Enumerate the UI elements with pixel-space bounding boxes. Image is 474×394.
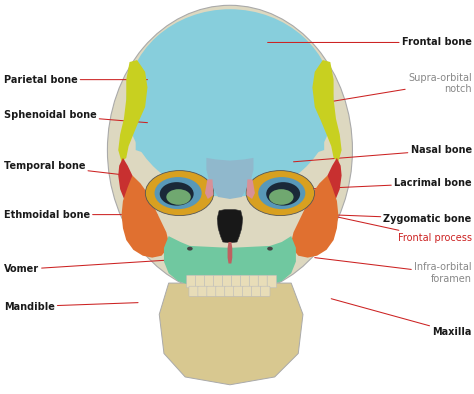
Text: Mandible: Mandible bbox=[4, 301, 138, 312]
FancyBboxPatch shape bbox=[222, 275, 232, 288]
FancyBboxPatch shape bbox=[234, 286, 243, 296]
FancyBboxPatch shape bbox=[249, 275, 259, 288]
Polygon shape bbox=[118, 158, 137, 207]
Ellipse shape bbox=[146, 171, 214, 216]
FancyBboxPatch shape bbox=[240, 275, 250, 288]
Text: Infra-orbital
foramen: Infra-orbital foramen bbox=[315, 258, 472, 284]
Polygon shape bbox=[118, 60, 147, 162]
Polygon shape bbox=[136, 136, 324, 166]
Ellipse shape bbox=[187, 247, 193, 251]
Text: Frontal bone: Frontal bone bbox=[268, 37, 472, 47]
FancyBboxPatch shape bbox=[225, 286, 234, 296]
Polygon shape bbox=[164, 236, 296, 287]
Text: Supra-orbital
notch: Supra-orbital notch bbox=[322, 73, 472, 103]
Polygon shape bbox=[159, 283, 303, 385]
Text: Parietal bone: Parietal bone bbox=[4, 74, 147, 85]
Ellipse shape bbox=[269, 189, 293, 205]
Polygon shape bbox=[228, 242, 232, 264]
FancyBboxPatch shape bbox=[196, 275, 205, 288]
Polygon shape bbox=[121, 175, 169, 258]
Text: Ethmoidal bone: Ethmoidal bone bbox=[4, 210, 157, 219]
Ellipse shape bbox=[266, 182, 300, 206]
Text: Vomer: Vomer bbox=[4, 260, 176, 274]
Polygon shape bbox=[323, 158, 342, 207]
FancyBboxPatch shape bbox=[231, 275, 241, 288]
FancyBboxPatch shape bbox=[189, 286, 198, 296]
Polygon shape bbox=[291, 175, 338, 258]
Text: Lacrimal bone: Lacrimal bone bbox=[303, 178, 472, 189]
Ellipse shape bbox=[160, 182, 194, 206]
Polygon shape bbox=[205, 179, 213, 199]
Ellipse shape bbox=[267, 247, 273, 251]
FancyBboxPatch shape bbox=[267, 275, 277, 288]
Text: Zygomatic bone: Zygomatic bone bbox=[327, 214, 472, 223]
FancyBboxPatch shape bbox=[258, 275, 268, 288]
FancyBboxPatch shape bbox=[216, 286, 225, 296]
FancyBboxPatch shape bbox=[187, 275, 196, 288]
FancyBboxPatch shape bbox=[207, 286, 216, 296]
FancyBboxPatch shape bbox=[243, 286, 252, 296]
Ellipse shape bbox=[108, 5, 353, 295]
Text: Maxilla: Maxilla bbox=[331, 299, 472, 337]
Text: Nasal bone: Nasal bone bbox=[293, 145, 472, 162]
Ellipse shape bbox=[246, 171, 315, 216]
Ellipse shape bbox=[126, 9, 334, 197]
Ellipse shape bbox=[155, 177, 201, 209]
Polygon shape bbox=[246, 179, 255, 199]
Text: Temporal bone: Temporal bone bbox=[4, 161, 128, 175]
Polygon shape bbox=[312, 60, 342, 162]
Text: Sphenoidal bone: Sphenoidal bone bbox=[4, 110, 147, 123]
FancyBboxPatch shape bbox=[213, 275, 223, 288]
Polygon shape bbox=[217, 210, 243, 243]
FancyBboxPatch shape bbox=[198, 286, 207, 296]
Ellipse shape bbox=[258, 177, 305, 209]
Polygon shape bbox=[206, 158, 254, 199]
FancyBboxPatch shape bbox=[204, 275, 214, 288]
Ellipse shape bbox=[166, 189, 191, 205]
FancyBboxPatch shape bbox=[252, 286, 261, 296]
FancyBboxPatch shape bbox=[261, 286, 270, 296]
Text: Frontal process: Frontal process bbox=[327, 215, 472, 243]
